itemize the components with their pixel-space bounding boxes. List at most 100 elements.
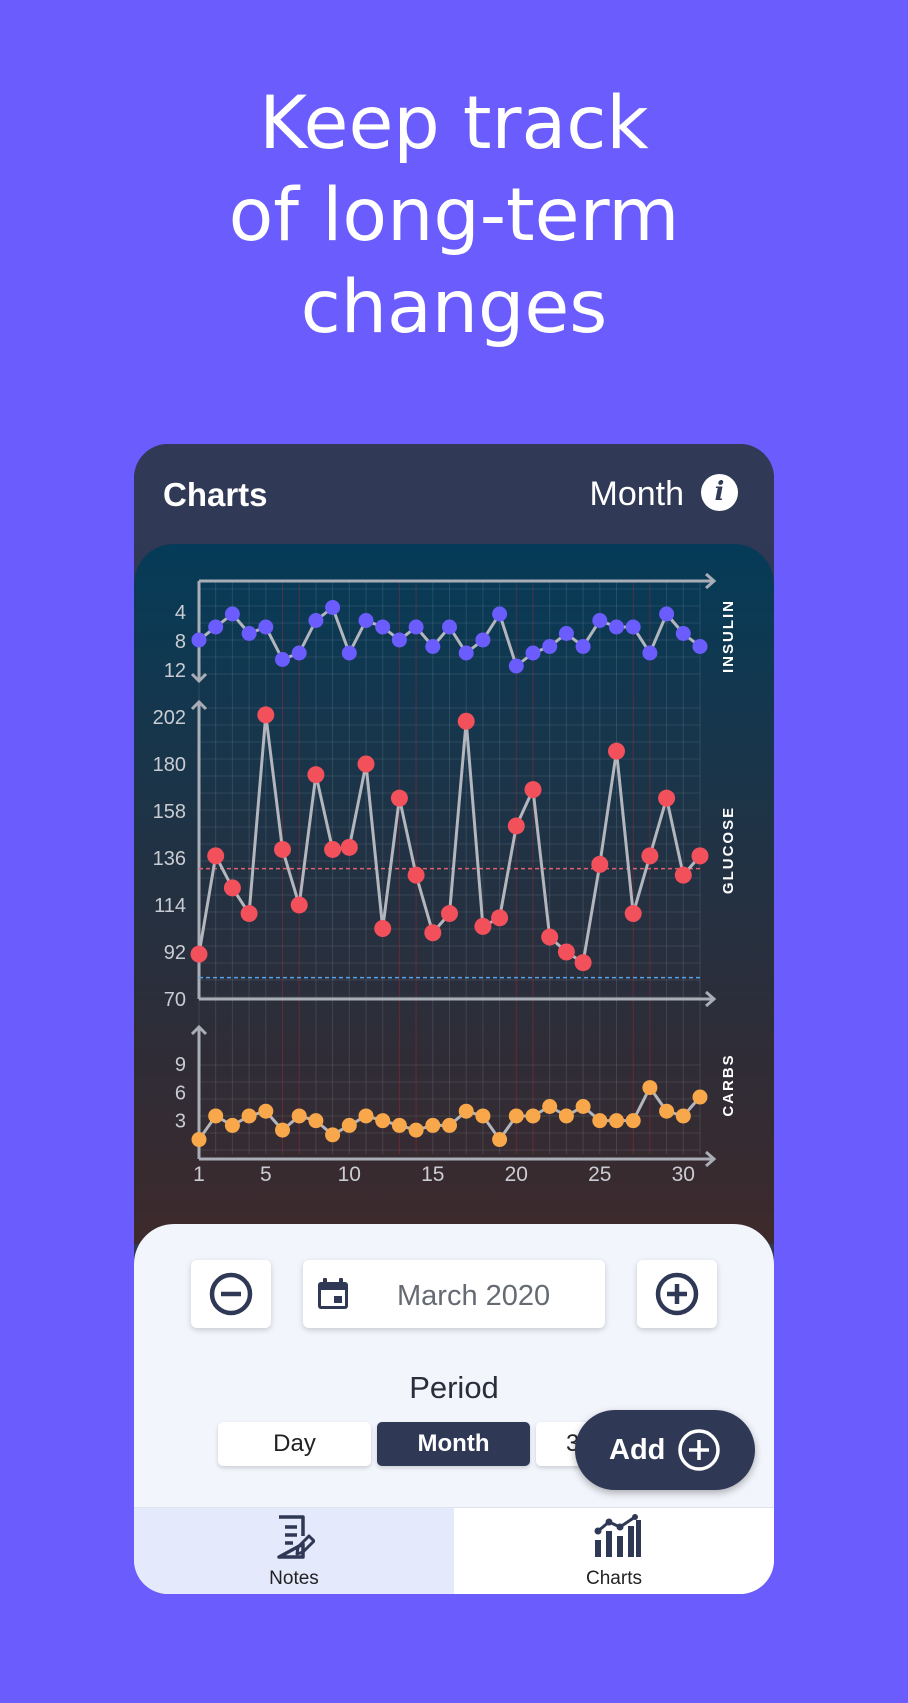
insulin-point: [458, 645, 474, 661]
x-tick-label: 25: [588, 1163, 611, 1186]
carbs-point: [191, 1132, 207, 1148]
carbs-point: [642, 1080, 658, 1096]
notes-icon: [277, 1515, 315, 1559]
glucose-point: [608, 742, 625, 760]
carbs-point: [341, 1117, 357, 1133]
glucose-point: [574, 954, 592, 972]
insulin-point: [542, 639, 558, 654]
carbs-point: [358, 1108, 374, 1124]
insulin-point: [408, 619, 424, 635]
app-header: Charts Month i: [134, 444, 774, 544]
carbs-point: [275, 1122, 290, 1138]
insulin-point: [291, 645, 307, 661]
carbs-point: [475, 1108, 491, 1124]
carbs-point: [258, 1103, 274, 1119]
insulin-point: [425, 639, 441, 654]
date-picker[interactable]: March 2020: [303, 1260, 605, 1328]
carbs-point: [692, 1089, 708, 1105]
glucose-tick-label: 114: [154, 895, 186, 917]
insulin-x-axis-arrow: [705, 572, 717, 590]
x-tick-label: 10: [338, 1163, 361, 1186]
glucose-point: [541, 928, 559, 946]
glucose-tick-label: 158: [153, 801, 186, 823]
previous-period-button[interactable]: [191, 1260, 271, 1328]
x-tick-label: 15: [421, 1163, 444, 1186]
glucose-point: [424, 924, 442, 942]
carbs-point: [458, 1103, 474, 1119]
glucose-point: [223, 879, 241, 897]
insulin-tick-label: 12: [164, 660, 186, 682]
nav-item-charts[interactable]: Charts: [454, 1508, 774, 1594]
app-screen: Charts Month i 4 8 12 70 92 114 136 158 180 202 3 6…: [134, 444, 774, 1594]
glucose-point: [658, 789, 676, 807]
glucose-point: [240, 905, 258, 923]
insulin-point: [275, 652, 290, 667]
insulin-point: [325, 600, 341, 615]
insulin-point: [692, 639, 708, 654]
carbs-point: [308, 1113, 324, 1129]
glucose-point: [407, 866, 425, 884]
carbs-point: [408, 1122, 424, 1138]
insulin-point: [642, 645, 658, 661]
glucose-point: [474, 917, 492, 935]
carbs-point: [558, 1108, 574, 1124]
info-icon[interactable]: i: [701, 474, 738, 511]
panel-label-insulin: INSULIN: [720, 599, 737, 673]
insulin-point: [191, 632, 207, 648]
period-option-month[interactable]: Month: [377, 1422, 530, 1466]
insulin-point: [575, 639, 591, 654]
add-button[interactable]: Add: [575, 1410, 755, 1490]
x-tick-label: 1: [193, 1163, 205, 1186]
glucose-point: [457, 712, 475, 730]
carbs-point: [325, 1127, 341, 1143]
glucose-y-axis-arrow: [190, 699, 208, 711]
nav-label-charts: Charts: [586, 1568, 642, 1589]
headline-line-2: of long-term: [228, 173, 680, 258]
insulin-point: [208, 619, 224, 635]
insulin-point: [258, 619, 274, 635]
glucose-point: [357, 755, 375, 773]
bottom-navigation: Notes Charts: [134, 1507, 774, 1594]
period-title: Period: [409, 1370, 499, 1405]
insulin-point: [475, 632, 491, 648]
glucose-x-axis-arrow: [705, 990, 717, 1008]
panel-label-glucose: GLUCOSE: [720, 806, 737, 894]
insulin-point: [558, 626, 574, 641]
insulin-point: [442, 619, 457, 635]
period-option-day[interactable]: Day: [218, 1422, 371, 1466]
nav-label-notes: Notes: [269, 1568, 319, 1589]
insulin-point: [308, 613, 324, 628]
glucose-point: [374, 920, 392, 937]
date-value: March 2020: [397, 1280, 551, 1312]
insulin-point: [592, 613, 608, 628]
carbs-point: [375, 1113, 391, 1129]
next-period-button[interactable]: [637, 1260, 717, 1328]
glucose-point: [674, 866, 692, 884]
bar-chart-icon: [594, 1514, 641, 1557]
headline-line-3: changes: [300, 265, 608, 350]
carbs-tick-label: 6: [175, 1082, 186, 1104]
carbs-tick-label: 3: [175, 1111, 186, 1133]
carbs-point: [592, 1113, 608, 1129]
carbs-y-axis-arrow: [190, 1024, 208, 1036]
carbs-point: [291, 1108, 307, 1124]
carbs-point: [542, 1099, 558, 1114]
glucose-tick-label: 92: [164, 942, 186, 964]
nav-item-notes[interactable]: Notes: [134, 1508, 454, 1594]
insulin-point: [625, 619, 641, 635]
glucose-point: [340, 838, 358, 856]
carbs-point: [525, 1108, 541, 1124]
carbs-x-axis-arrow: [705, 1150, 717, 1168]
insulin-point: [341, 645, 357, 661]
minus-circle-icon: [209, 1272, 253, 1316]
chart-grid: [198, 582, 701, 1154]
insulin-point: [391, 632, 407, 648]
carbs-point: [208, 1108, 224, 1124]
glucose-point: [274, 840, 291, 858]
x-tick-label: 20: [505, 1163, 528, 1186]
glucose-tick-label: 202: [153, 707, 186, 729]
insulin-y-axis-arrow: [190, 672, 208, 684]
insulin-point: [224, 606, 240, 622]
carbs-point: [659, 1103, 675, 1119]
insulin-point: [675, 626, 691, 641]
